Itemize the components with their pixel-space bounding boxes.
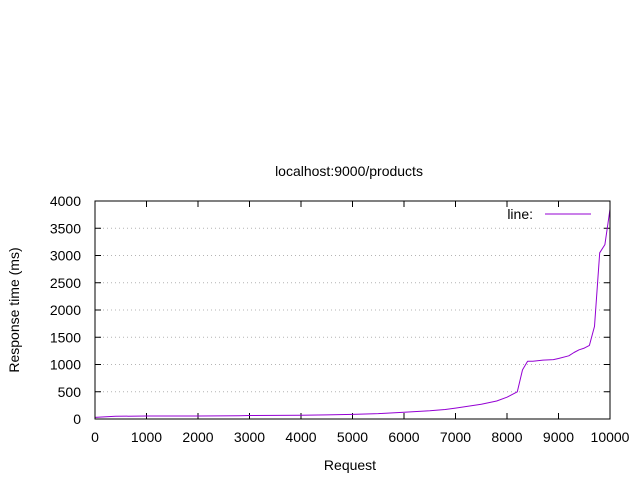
x-tick-label: 9000 xyxy=(543,429,574,445)
legend: line: xyxy=(507,206,591,222)
y-tick-label: 500 xyxy=(58,384,82,400)
y-tick-label: 2500 xyxy=(50,275,81,291)
y-tick-label: 3500 xyxy=(50,220,81,236)
y-tick-label: 0 xyxy=(73,411,81,427)
x-axis-title: Request xyxy=(324,457,376,473)
y-tick-label: 1000 xyxy=(50,357,81,373)
series-line xyxy=(94,209,611,418)
legend-label: line: xyxy=(507,206,533,222)
x-tick-label: 7000 xyxy=(440,429,471,445)
x-tick-label: 8000 xyxy=(491,429,522,445)
x-tick-label: 10000 xyxy=(591,429,630,445)
plot-frame xyxy=(94,200,611,420)
x-tick-label: 5000 xyxy=(337,429,368,445)
tick-labels: 0 500 1000 1500 2000 2500 3000 3500 4000 0 1000 200… xyxy=(50,193,630,445)
x-tick-label: 4000 xyxy=(285,429,316,445)
series xyxy=(94,209,611,418)
x-tick-label: 3000 xyxy=(234,429,265,445)
x-tick-label: 6000 xyxy=(388,429,419,445)
x-tick-label: 0 xyxy=(91,429,99,445)
y-tick-label: 3000 xyxy=(50,248,81,264)
y-tick-label: 1500 xyxy=(50,329,81,345)
y-tick-label: 2000 xyxy=(50,302,81,318)
y-axis-title: Response time (ms) xyxy=(6,247,22,372)
grid xyxy=(95,227,610,393)
axis-ticks xyxy=(94,200,611,420)
chart-title: localhost:9000/products xyxy=(275,163,423,179)
y-tick-label: 4000 xyxy=(50,193,81,209)
x-tick-label: 1000 xyxy=(131,429,162,445)
x-tick-label: 2000 xyxy=(182,429,213,445)
